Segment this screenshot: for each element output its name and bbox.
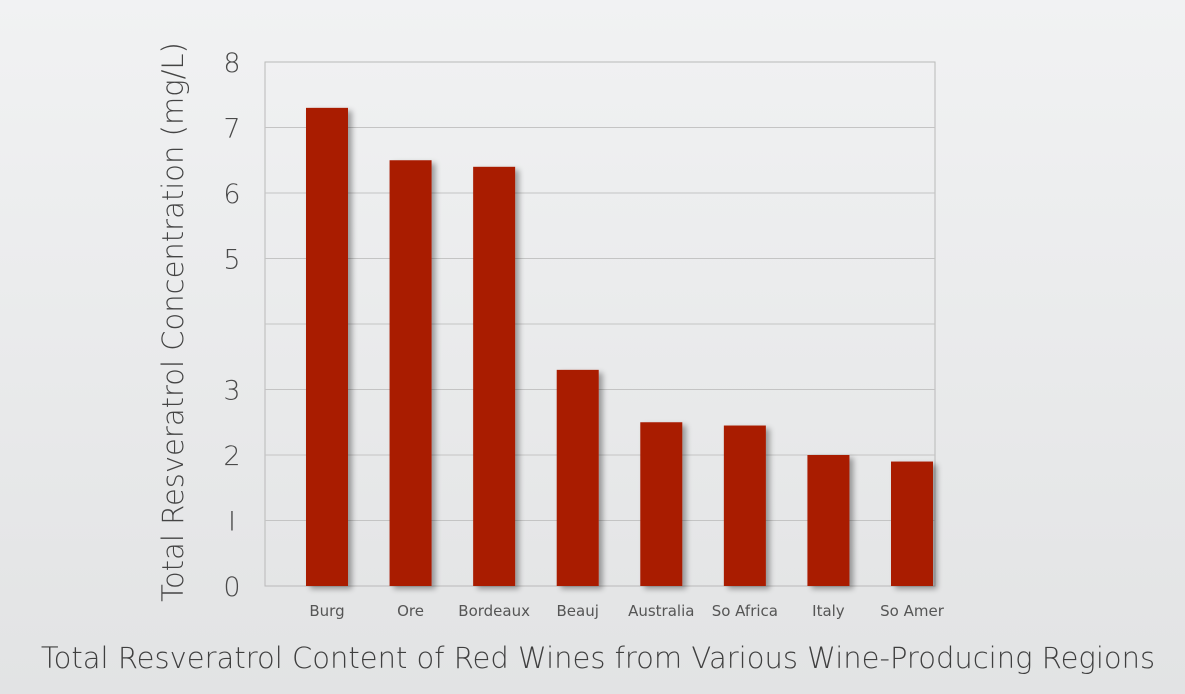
y-tick-label: 7 xyxy=(223,114,240,145)
bar-ore xyxy=(389,160,432,586)
x-tick-label: So Africa xyxy=(712,602,778,620)
x-tick-label: Italy xyxy=(812,602,845,620)
bar-so-africa xyxy=(723,425,766,586)
bar-australia xyxy=(640,422,683,586)
bars xyxy=(306,107,933,587)
x-axis-ticks: Burg Ore Bordeaux Beauj Australia So Africa It… xyxy=(309,602,944,620)
bar-so-amer xyxy=(891,461,933,586)
bar-italy xyxy=(807,455,850,586)
y-tick-label: 3 xyxy=(223,376,240,407)
chart-caption: Total Resveratrol Content of Red Wines f… xyxy=(41,641,1155,675)
y-tick-label: 6 xyxy=(223,179,240,210)
x-tick-label: Beauj xyxy=(557,602,599,620)
x-tick-label: Australia xyxy=(628,602,694,620)
y-tick-label: I xyxy=(228,507,236,538)
y-tick-label: 0 xyxy=(223,572,240,603)
x-tick-label: Ore xyxy=(397,602,424,620)
y-tick-label: 5 xyxy=(223,245,240,276)
y-tick-label: 8 xyxy=(223,48,240,79)
x-tick-label: Bordeaux xyxy=(458,602,530,620)
y-axis-title: Total Resveratrol Concentration (mg/L) xyxy=(156,42,190,602)
bar-beauj xyxy=(556,369,599,586)
bar-bordeaux xyxy=(473,166,516,587)
y-tick-label: 2 xyxy=(223,441,240,472)
x-tick-label: Burg xyxy=(309,602,344,620)
y-axis-ticks: 0 I 2 3 5 6 7 8 xyxy=(223,48,240,603)
x-tick-label: So Amer xyxy=(880,602,945,620)
bar-burg xyxy=(306,107,348,586)
